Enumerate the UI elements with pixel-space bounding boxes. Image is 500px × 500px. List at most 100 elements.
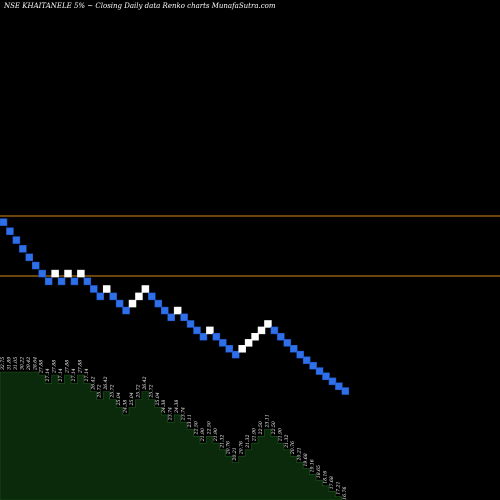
renko-brick-down [154, 299, 163, 308]
value-label: 27.88 [52, 360, 58, 374]
value-label: 25.72 [110, 384, 116, 398]
renko-brick-up [102, 285, 111, 293]
value-label: 26.42 [90, 376, 96, 390]
value-label: 27.14 [45, 368, 51, 382]
value-label: 20.21 [232, 447, 238, 461]
renko-brick-down [122, 306, 130, 315]
renko-brick-down [296, 350, 304, 359]
value-label: 20.21 [297, 447, 303, 461]
renko-brick-down [19, 245, 27, 253]
value-label: 32.75 [0, 357, 6, 370]
value-label: 31.05 [13, 357, 19, 370]
renko-brick-up [206, 326, 214, 335]
renko-brick-down [328, 377, 337, 386]
renko-brick-down [277, 332, 285, 341]
renko-brick-down [315, 367, 324, 375]
renko-brick-down [193, 326, 201, 335]
value-label: 26.42 [103, 376, 109, 390]
renko-brick-down [57, 277, 66, 286]
value-label: 22.50 [206, 421, 212, 435]
value-label: 19.16 [310, 459, 316, 472]
value-label: 27.14 [71, 368, 77, 382]
value-label: 21.90 [213, 428, 219, 442]
value-label: 25.72 [135, 384, 141, 398]
value-label: 20.76 [290, 441, 296, 455]
value-label: 21.90 [277, 428, 283, 442]
renko-brick-down [90, 285, 98, 293]
value-labels: 32.75 31.89 31.05 30.22 29.42 28.64 27.8827.14… [0, 357, 348, 500]
renko-brick-down [44, 277, 53, 286]
renko-brick-down [161, 306, 169, 315]
value-label: 23.74 [168, 407, 174, 421]
chart-title: NSE KHAITANELE 5% ~ Closing Daily data R… [4, 2, 276, 10]
value-label: 21.32 [284, 435, 290, 449]
value-label: 27.88 [65, 360, 71, 374]
value-label: 18.16 [323, 471, 329, 484]
renko-brick-up [51, 269, 59, 278]
value-label: 21.32 [219, 435, 225, 449]
renko-brick-up [64, 269, 72, 278]
renko-brick-down [270, 326, 279, 335]
reference-lines [0, 215, 500, 277]
value-label: 26.42 [142, 376, 148, 390]
area-layer [0, 371, 349, 500]
renko-brick-down [38, 269, 46, 278]
renko-brick-down [231, 350, 240, 359]
value-label: 22.50 [271, 421, 277, 435]
renko-brick-down [167, 313, 175, 322]
value-label: 25.72 [97, 384, 103, 398]
renko-brick-down [83, 277, 92, 286]
renko-brick-down [322, 372, 330, 380]
value-label: 18.65 [316, 465, 322, 478]
value-label: 21.32 [245, 435, 251, 449]
value-label: 19.68 [303, 453, 309, 466]
value-label: 23.11 [187, 414, 193, 428]
value-label: 24.38 [161, 400, 167, 414]
value-label: 22.50 [194, 421, 200, 435]
renko-brick-down [219, 339, 227, 347]
renko-brick-down [180, 313, 188, 322]
renko-brick-down [109, 292, 117, 301]
value-label: 30.22 [19, 357, 25, 370]
renko-brick-down [290, 345, 298, 353]
value-label: 25.04 [129, 392, 135, 406]
renko-brick-down [32, 261, 40, 270]
renko-brick-down [186, 320, 195, 328]
value-label: 25.72 [148, 384, 154, 398]
renko-brick-down [12, 236, 21, 244]
value-label: 21.90 [252, 428, 258, 442]
renko-brick-down [302, 356, 311, 364]
renko-brick-down [335, 382, 343, 391]
renko-brick-up [244, 339, 253, 347]
value-label: 23.74 [181, 407, 187, 421]
renko-brick-up [251, 332, 259, 341]
renko-brick-down [0, 218, 8, 226]
value-label: 20.76 [226, 441, 232, 455]
renko-brick-down [25, 253, 34, 262]
renko-brick-down [70, 277, 79, 286]
value-label: 27.14 [58, 368, 64, 382]
value-label: 16.76 [342, 487, 348, 500]
value-label: 20.76 [239, 441, 245, 455]
value-label: 23.11 [264, 414, 270, 428]
renko-brick-down [115, 299, 124, 308]
value-label: 22.50 [258, 421, 264, 435]
value-label: 25.04 [155, 392, 161, 406]
renko-brick-up [173, 306, 182, 315]
renko-brick-down [309, 361, 317, 370]
renko-brick-up [128, 299, 137, 308]
value-label: 24.38 [123, 400, 129, 414]
value-label: 27.14 [84, 368, 90, 382]
renko-brick-up [135, 292, 143, 301]
renko-brick-down [6, 227, 14, 235]
renko-brick-down [96, 292, 104, 301]
value-label: 27.88 [77, 360, 83, 374]
value-label: 21.90 [200, 428, 206, 442]
value-label: 28.64 [32, 357, 38, 371]
value-label: 17.21 [335, 481, 341, 494]
value-label: 27.88 [39, 360, 45, 374]
brick-layer [0, 218, 350, 395]
renko-brick-down [225, 345, 233, 353]
renko-brick-down [283, 339, 292, 347]
renko-brick-up [257, 326, 266, 335]
